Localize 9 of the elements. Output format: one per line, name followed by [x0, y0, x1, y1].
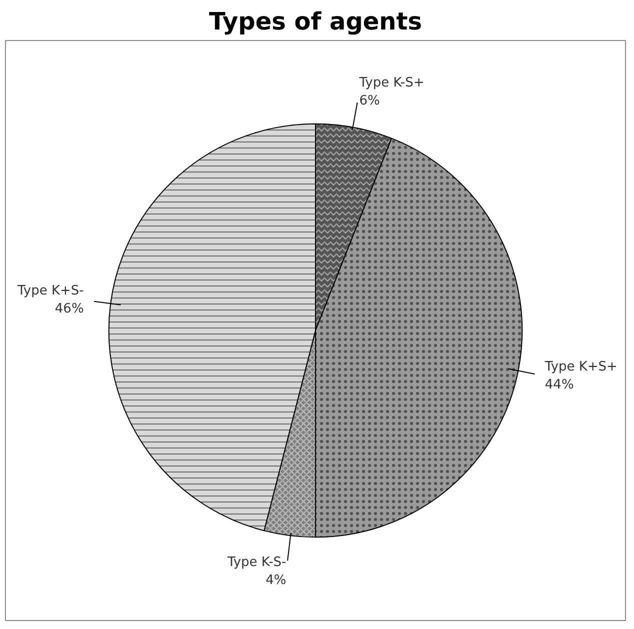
data-label: 4% — [266, 572, 286, 588]
slice-label: Type K-S+ — [358, 76, 424, 91]
slice-label: Type K+S- — [16, 284, 84, 299]
data-label: 46% — [54, 302, 84, 317]
data-label: 44% — [544, 377, 574, 392]
data-label: 6% — [359, 94, 380, 109]
slice-label: Type K-S- — [226, 554, 287, 570]
chart-title: Types of agents — [208, 8, 422, 36]
slice-label: Type K+S+ — [544, 359, 618, 374]
